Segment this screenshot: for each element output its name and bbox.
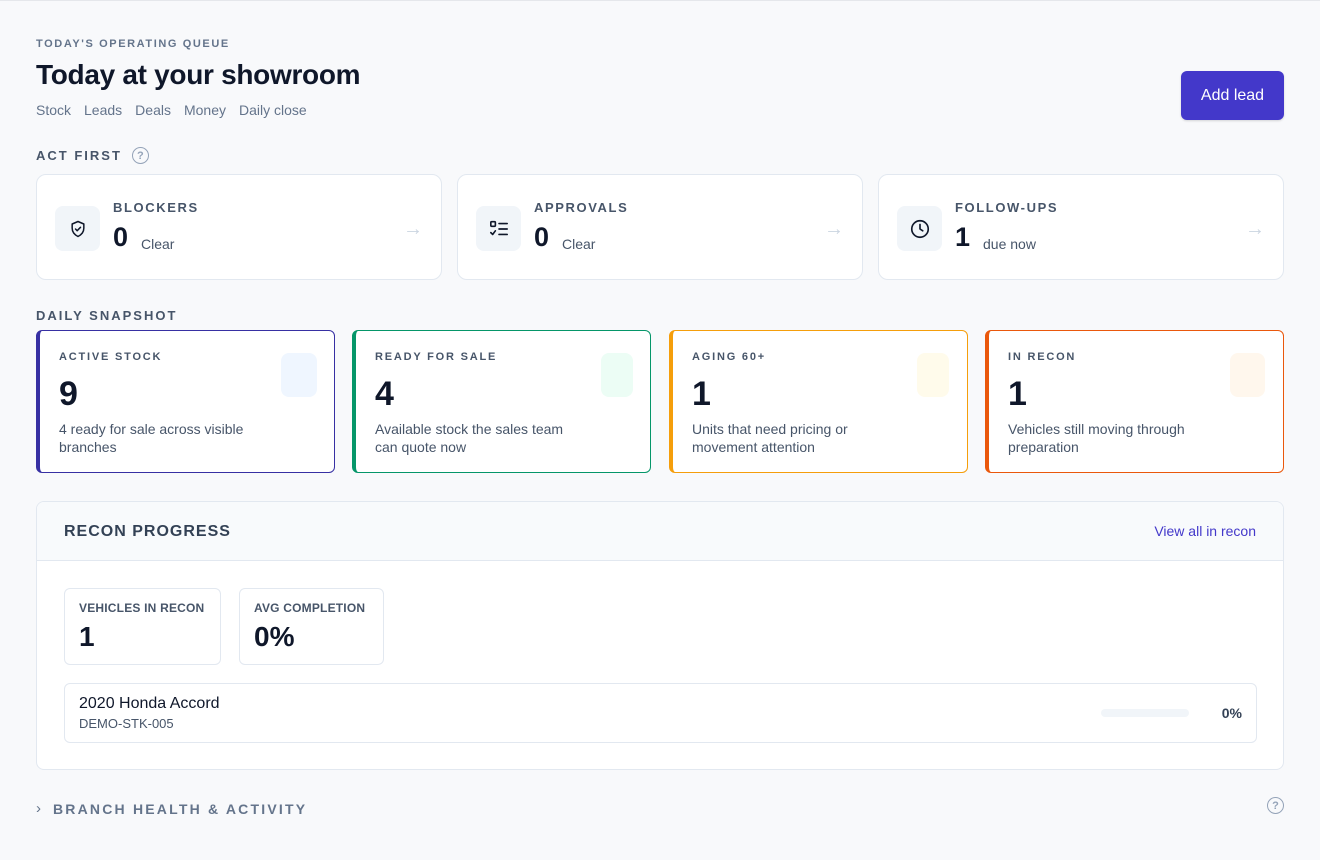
- approvals-title: APPROVALS: [534, 200, 629, 215]
- follow-ups-card[interactable]: FOLLOW-UPS 1 due now →: [878, 174, 1284, 280]
- snapshot-icon-chip: [917, 353, 949, 397]
- approvals-count: 0: [534, 222, 550, 252]
- recon-title: RECON PROGRESS: [64, 523, 231, 540]
- blockers-title: BLOCKERS: [113, 200, 199, 215]
- snapshot-description: Units that need pricing or movement atte…: [692, 421, 848, 455]
- aging-60-card[interactable]: AGING 60+ 1 Units that need pricing or m…: [669, 330, 968, 473]
- nav-link-leads[interactable]: Leads: [84, 102, 123, 118]
- metric-label: AVG COMPLETION: [254, 601, 366, 615]
- snapshot-value: 1: [692, 375, 711, 413]
- arrow-right-icon: →: [824, 218, 844, 240]
- metric-value: 0%: [254, 621, 295, 652]
- nav-link-money[interactable]: Money: [183, 102, 226, 118]
- add-lead-button[interactable]: Add lead: [1181, 71, 1284, 120]
- act-first-label: ACT FIRST: [36, 148, 122, 163]
- nav-link-deals[interactable]: Deals: [135, 102, 171, 118]
- recon-header: RECON PROGRESS View all in recon: [37, 502, 1283, 561]
- question-circle-icon[interactable]: ?: [1267, 797, 1284, 814]
- question-circle-icon[interactable]: ?: [131, 147, 149, 164]
- snapshot-value: 9: [59, 375, 78, 413]
- ready-for-sale-card[interactable]: READY FOR SALE 4 Available stock the sal…: [352, 330, 651, 473]
- vehicles-in-recon-metric: VEHICLES IN RECON 1: [64, 588, 221, 665]
- approvals-card[interactable]: APPROVALS 0 Clear →: [457, 174, 863, 280]
- page-title: Today at your showroom: [36, 59, 361, 90]
- snapshot-value: 4: [375, 375, 394, 413]
- approvals-status: Clear: [562, 236, 596, 252]
- follow-ups-status: due now: [983, 236, 1036, 252]
- follow-ups-count: 1: [955, 222, 971, 252]
- vehicle-name: 2020 Honda Accord: [79, 695, 220, 712]
- snapshot-title: READY FOR SALE: [375, 351, 498, 363]
- avg-completion-metric: AVG COMPLETION 0%: [239, 588, 384, 665]
- snapshot-icon-chip: [281, 353, 317, 397]
- recon-progress-panel: RECON PROGRESS View all in recon VEHICLE…: [36, 501, 1284, 770]
- vehicle-stock-number: DEMO-STK-005: [79, 716, 174, 731]
- snapshot-description: 4 ready for sale across visible branches: [59, 421, 244, 455]
- snapshot-value: 1: [1008, 375, 1027, 413]
- recon-progress-bar: [1101, 709, 1189, 717]
- metric-value: 1: [79, 621, 95, 652]
- eyebrow-label: TODAY'S OPERATING QUEUE: [36, 38, 230, 50]
- branch-health-toggle[interactable]: › BRANCH HEALTH & ACTIVITY: [36, 800, 307, 817]
- metric-label: VEHICLES IN RECON: [79, 601, 205, 615]
- follow-ups-title: FOLLOW-UPS: [955, 200, 1059, 215]
- view-all-recon-link[interactable]: View all in recon: [1154, 523, 1256, 539]
- arrow-right-icon: →: [403, 218, 423, 240]
- daily-snapshot-label: DAILY SNAPSHOT: [36, 308, 178, 323]
- snapshot-title: AGING 60+: [692, 351, 766, 363]
- snapshot-description: Vehicles still moving through preparatio…: [1008, 421, 1185, 455]
- act-first-section-label: ACT FIRST ?: [36, 147, 149, 164]
- arrow-right-icon: →: [1245, 218, 1265, 240]
- shield-check-icon: [55, 206, 100, 251]
- clock-icon: [897, 206, 942, 251]
- recon-progress-percent: 0%: [1221, 705, 1242, 721]
- checklist-icon: [476, 206, 521, 251]
- blockers-card[interactable]: BLOCKERS 0 Clear →: [36, 174, 442, 280]
- snapshot-title: ACTIVE STOCK: [59, 351, 163, 363]
- blockers-count: 0: [113, 222, 129, 252]
- snapshot-icon-chip: [1230, 353, 1265, 397]
- nav-link-stock[interactable]: Stock: [36, 102, 72, 118]
- in-recon-card[interactable]: IN RECON 1 Vehicles still moving through…: [985, 330, 1284, 473]
- snapshot-title: IN RECON: [1008, 351, 1077, 363]
- recon-vehicle-row[interactable]: 2020 Honda Accord DEMO-STK-005 0%: [64, 683, 1257, 743]
- chevron-right-icon: ›: [36, 800, 41, 817]
- branch-health-label: BRANCH HEALTH & ACTIVITY: [53, 800, 308, 817]
- nav-link-daily-close[interactable]: Daily close: [239, 102, 307, 118]
- quick-nav: Stock Leads Deals Money Daily close: [36, 102, 307, 118]
- active-stock-card[interactable]: ACTIVE STOCK 9 4 ready for sale across v…: [36, 330, 335, 473]
- blockers-status: Clear: [141, 236, 175, 252]
- snapshot-description: Available stock the sales team can quote…: [375, 421, 564, 455]
- snapshot-icon-chip: [601, 353, 633, 397]
